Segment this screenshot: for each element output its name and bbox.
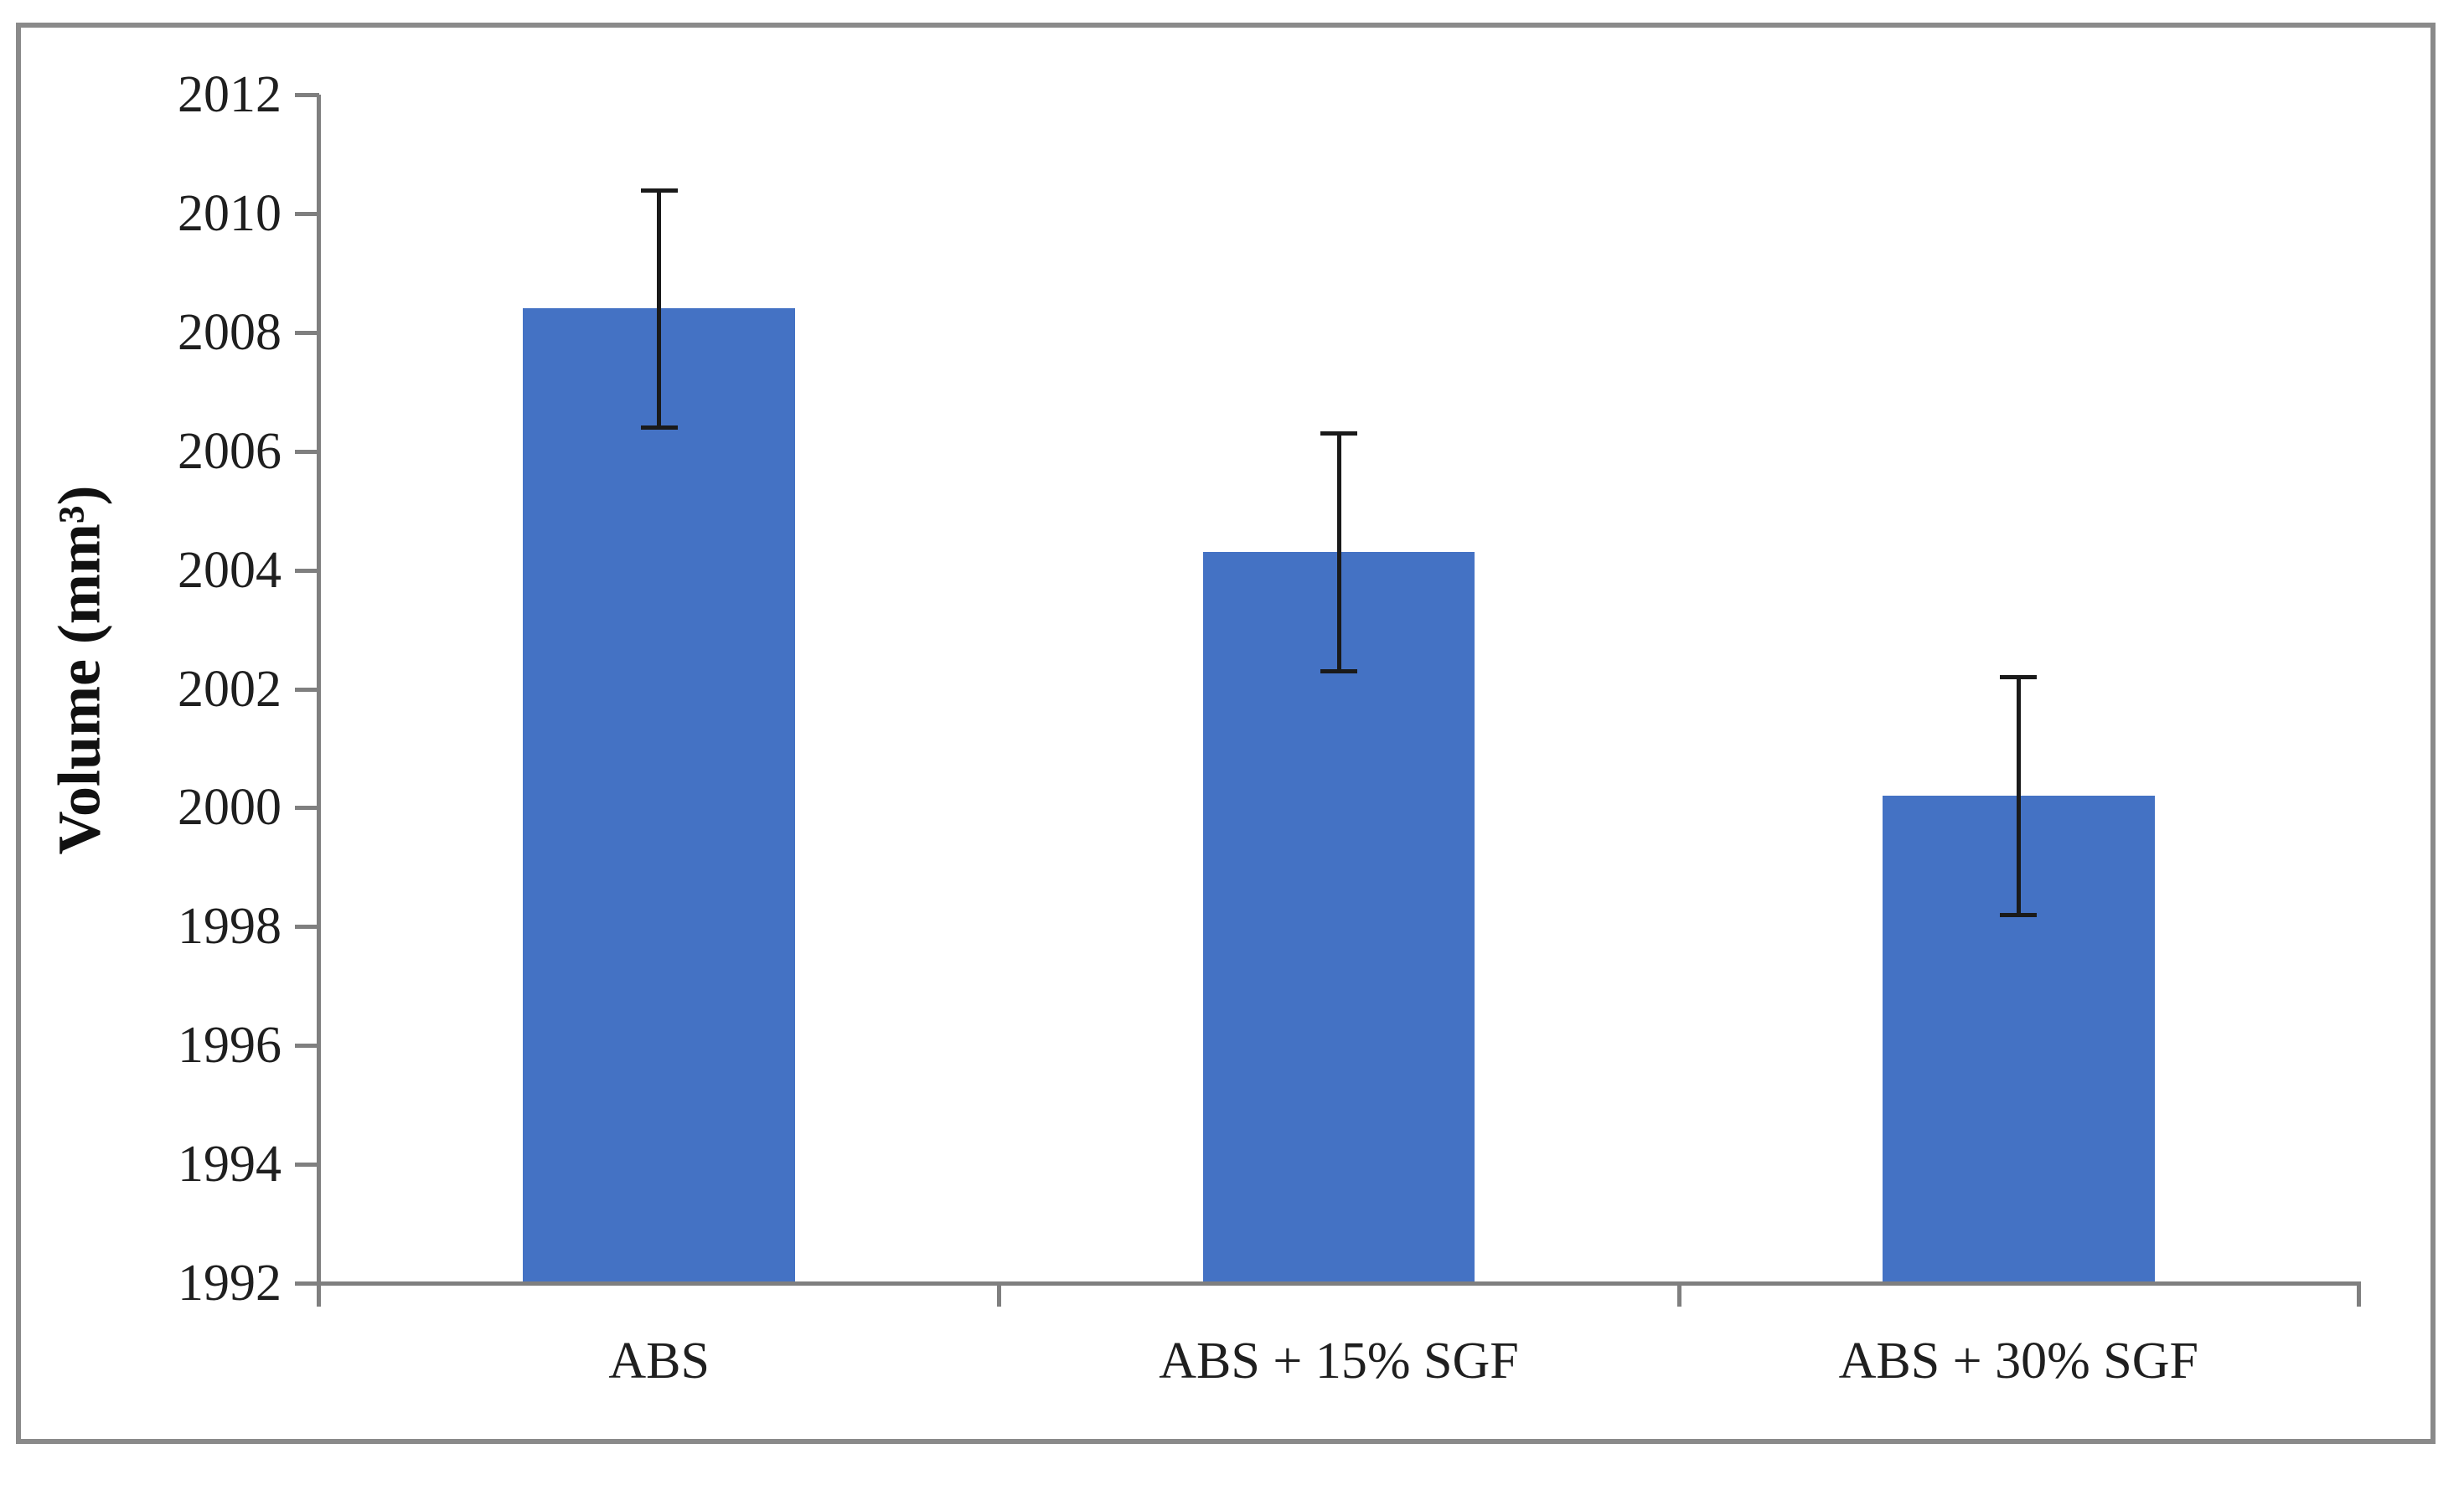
y-axis-tick	[295, 568, 319, 573]
y-axis-tick	[295, 449, 319, 454]
y-axis-tick	[295, 687, 319, 692]
y-axis-tick	[295, 925, 319, 930]
x-axis-line	[317, 1281, 2361, 1286]
error-bar-stem	[1336, 433, 1341, 672]
y-tick-label: 1998	[178, 898, 282, 956]
error-bar-stem	[2016, 677, 2021, 915]
y-axis-tick	[295, 330, 319, 335]
x-category-label: ABS + 15% SGF	[1159, 1333, 1519, 1390]
y-axis-tick	[295, 1281, 319, 1286]
y-tick-label: 2008	[178, 303, 282, 361]
y-axis-tick	[295, 1163, 319, 1168]
bar	[1202, 552, 1475, 1283]
error-bar-cap-top	[640, 188, 678, 193]
x-axis-tick	[1676, 1281, 1681, 1307]
error-bar-stem	[657, 189, 662, 428]
error-bar-cap-bottom	[2000, 913, 2038, 918]
y-tick-label: 2004	[178, 541, 282, 599]
y-axis-line	[317, 95, 321, 1307]
x-category-label: ABS	[608, 1333, 710, 1390]
x-axis-tick	[997, 1281, 1002, 1307]
y-tick-label: 2006	[178, 422, 282, 480]
y-tick-label: 2010	[178, 184, 282, 242]
bar	[523, 308, 795, 1283]
y-axis-tick	[295, 93, 319, 97]
y-axis-tick	[295, 211, 319, 216]
error-bar-cap-bottom	[640, 425, 678, 431]
y-axis-tick	[295, 1044, 319, 1049]
y-tick-label: 2002	[178, 660, 282, 718]
error-bar-cap-bottom	[1320, 669, 1357, 674]
y-tick-label: 2012	[178, 66, 282, 123]
error-bar-cap-top	[1320, 431, 1357, 436]
y-tick-label: 1996	[178, 1017, 282, 1075]
y-tick-label: 2000	[178, 779, 282, 837]
x-category-label: ABS + 30% SGF	[1838, 1333, 2199, 1390]
x-axis-tick	[2357, 1281, 2361, 1307]
y-axis-tick	[295, 806, 319, 811]
y-tick-label: 1992	[178, 1255, 282, 1312]
error-bar-cap-top	[2000, 675, 2038, 680]
y-tick-label: 1994	[178, 1136, 282, 1194]
